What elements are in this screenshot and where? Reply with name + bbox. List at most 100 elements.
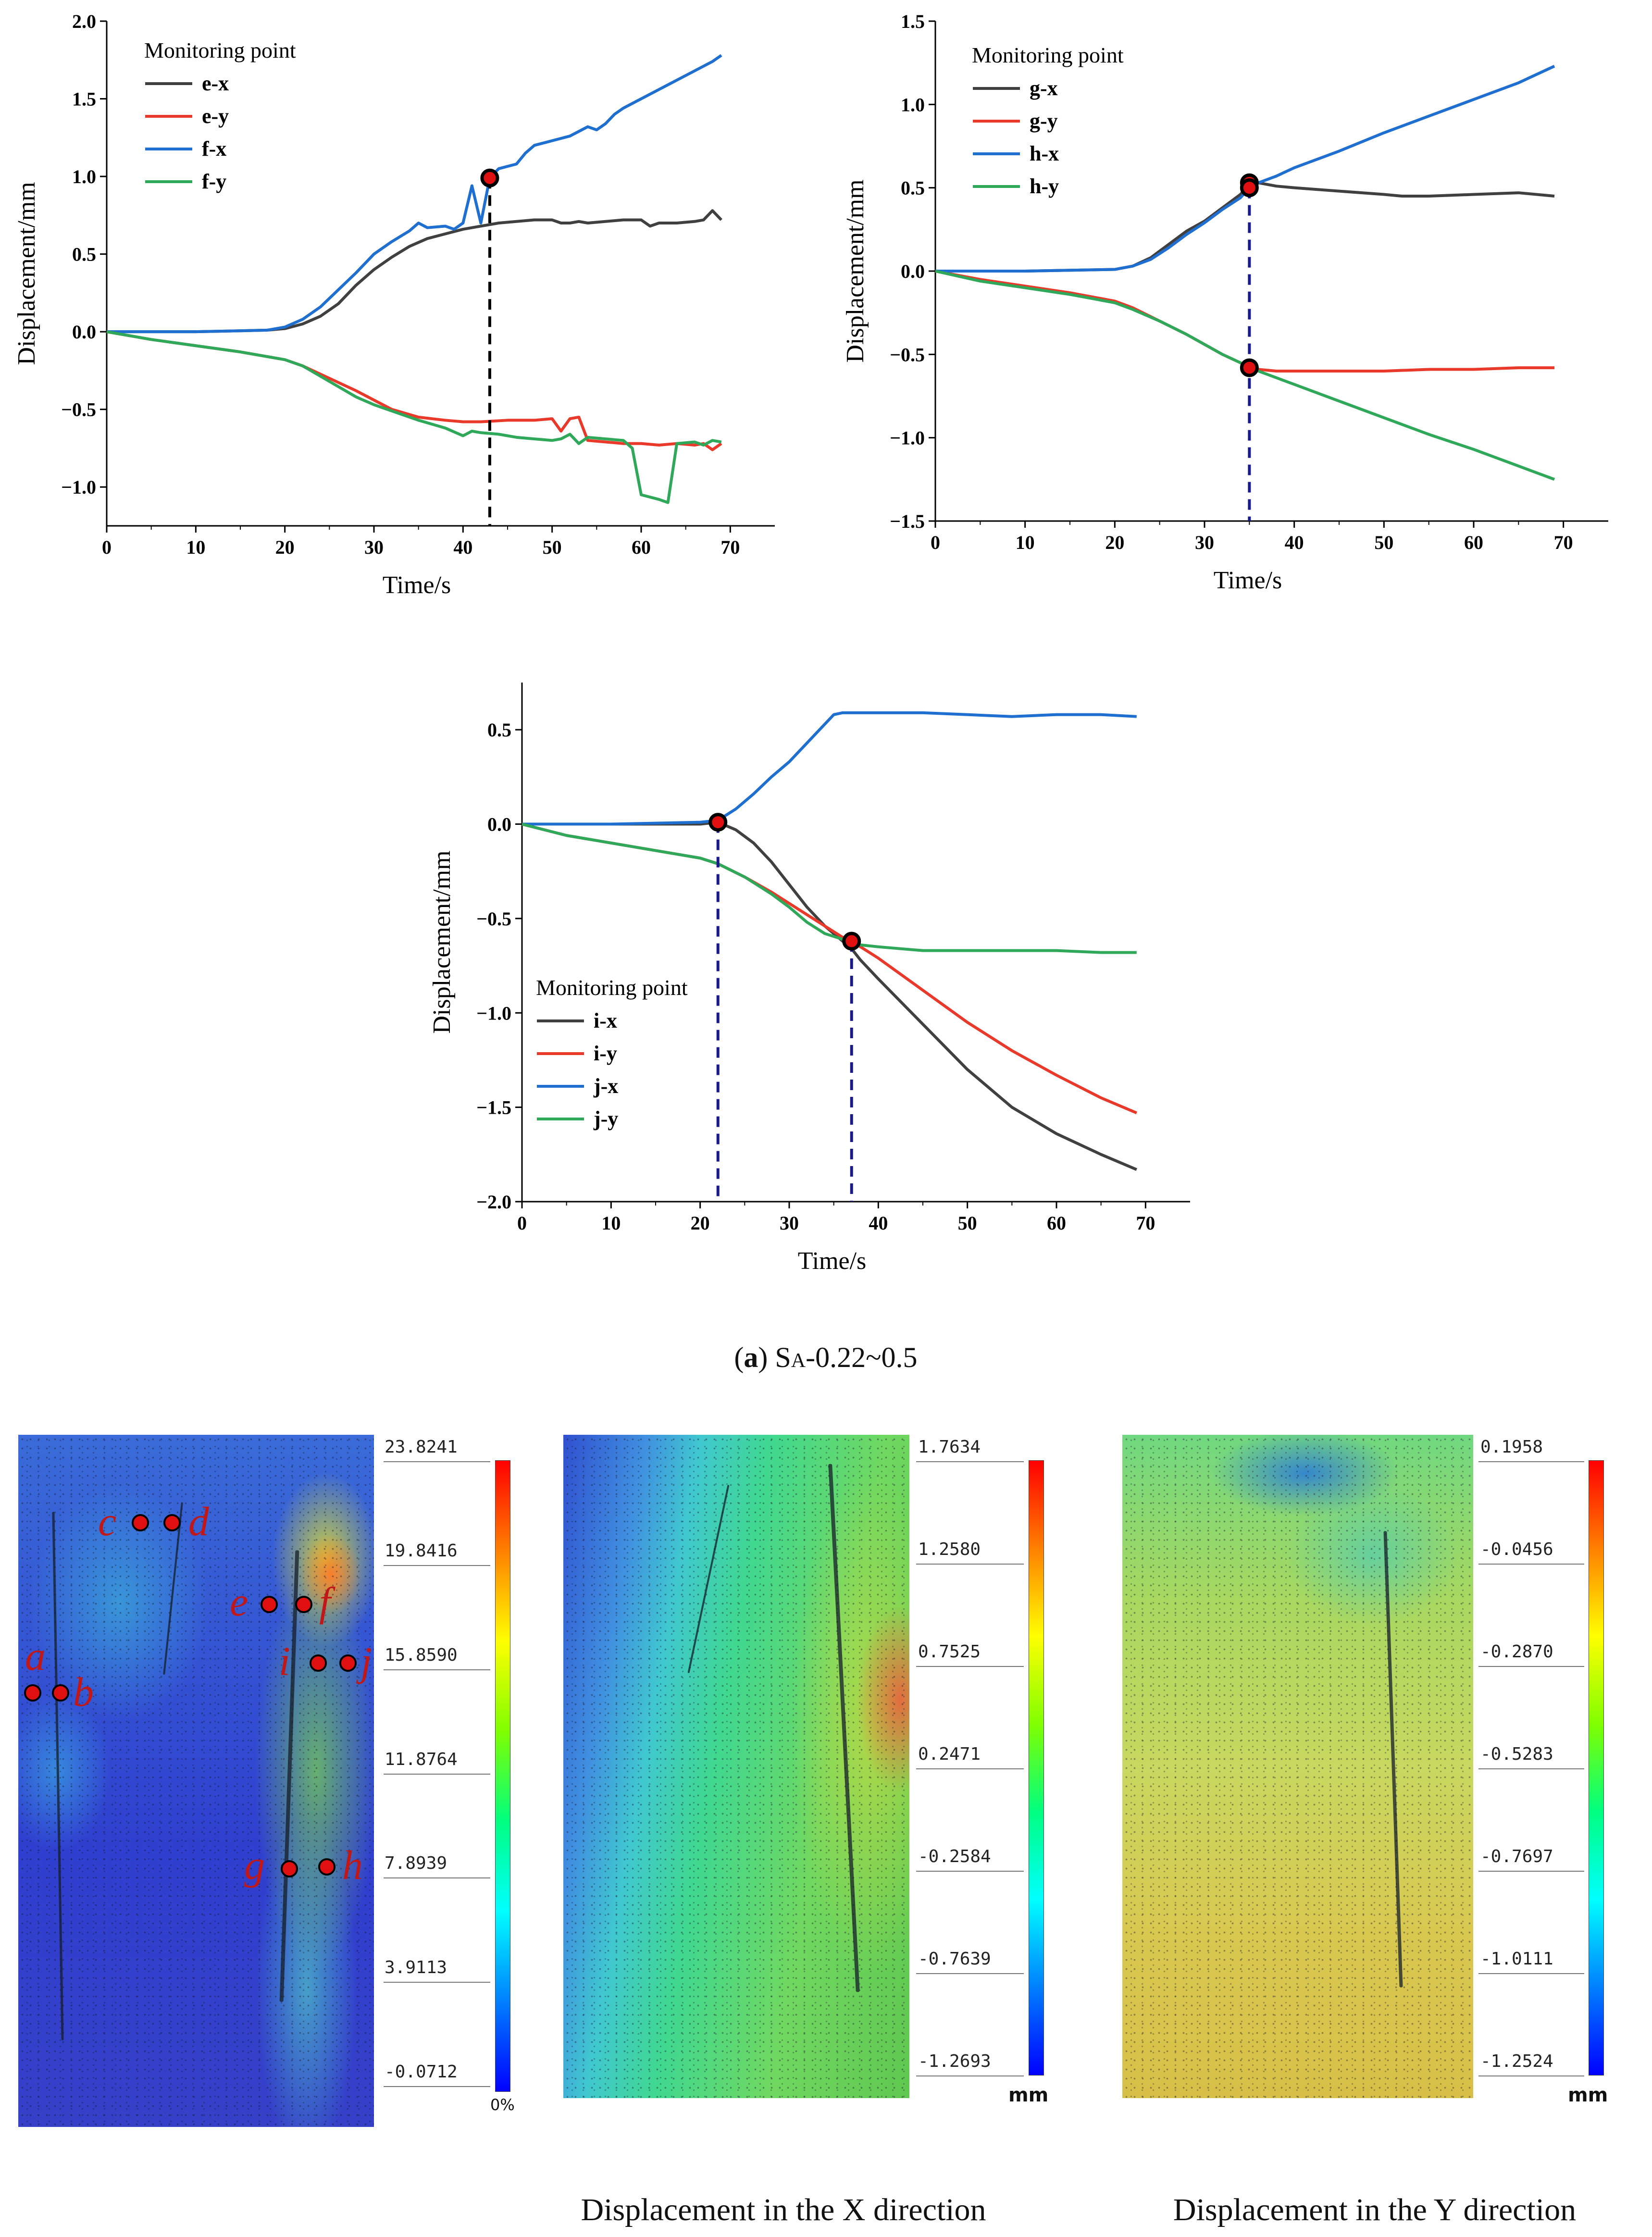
dx-tick: 1.2580 bbox=[918, 1540, 981, 1559]
series-g-y-line bbox=[935, 270, 1554, 373]
y-tick-label: 0.0 bbox=[487, 814, 511, 835]
y-tick-label: −0.5 bbox=[890, 344, 925, 365]
x-tick-label: 30 bbox=[780, 1212, 799, 1234]
legend-label-e-y: e-y bbox=[202, 104, 229, 128]
event-point-marker bbox=[1240, 178, 1259, 198]
x-tick-label: 10 bbox=[186, 536, 205, 558]
dx-tick: -1.2693 bbox=[918, 2051, 991, 2071]
series-j-y-line bbox=[522, 822, 1137, 954]
label-j: j bbox=[360, 1638, 372, 1684]
series-i-y-line bbox=[522, 822, 1137, 1115]
chart-g-h: 0 10 20 30 40 50 60 70 1.5 1.0 0.5 0.0 −0.5 −1.0 −1.5 T… bbox=[842, 11, 1608, 594]
dx-tick: -0.2584 bbox=[918, 1847, 991, 1866]
x-tick-label: 70 bbox=[720, 536, 740, 558]
dx-tick: -0.7639 bbox=[918, 1949, 991, 1969]
y-axis-label: Displacement/mm bbox=[842, 179, 869, 362]
point-b-marker bbox=[52, 1684, 69, 1702]
dy-tick: -0.7697 bbox=[1480, 1847, 1553, 1866]
dy-tick: -0.2870 bbox=[1480, 1642, 1553, 1662]
series-g-x-line bbox=[935, 181, 1555, 273]
legend-label-j-y: j-y bbox=[593, 1107, 618, 1131]
y-axis-label: Displacement/mm bbox=[428, 850, 456, 1033]
legend-label-g-y: g-y bbox=[1030, 109, 1058, 133]
y-tick-label: −0.5 bbox=[61, 399, 96, 421]
point-i-marker bbox=[310, 1654, 327, 1672]
event-point-marker bbox=[842, 932, 861, 951]
point-e-marker bbox=[261, 1596, 278, 1613]
series-e-y-line bbox=[106, 330, 722, 451]
point-c-marker bbox=[132, 1514, 149, 1531]
x-tick-label: 0 bbox=[517, 1212, 527, 1234]
point-f-marker bbox=[295, 1596, 312, 1613]
x-tick-label: 40 bbox=[453, 536, 472, 558]
chart-e-f: 0 10 20 30 40 50 60 70 2.0 1.5 1.0 0.5 0.0 −0.5 −1.0 Ti… bbox=[13, 11, 775, 599]
x-tick-label: 0 bbox=[102, 536, 112, 558]
label-c: c bbox=[98, 1498, 117, 1544]
dy-tick: -1.0111 bbox=[1480, 1949, 1553, 1969]
legend-title: Monitoring point bbox=[536, 975, 688, 1000]
displacement-x-image bbox=[563, 1435, 909, 2098]
label-h: h bbox=[342, 1842, 363, 1888]
x-tick-label: 50 bbox=[543, 536, 562, 558]
legend-title: Monitoring point bbox=[972, 43, 1124, 67]
x-axis-label: Time/s bbox=[798, 1247, 867, 1275]
event-point-marker bbox=[480, 168, 499, 187]
dy-tick: 0.1958 bbox=[1480, 1437, 1543, 1457]
series-f-y-line bbox=[106, 330, 722, 504]
x-tick-label: 70 bbox=[1554, 532, 1573, 553]
y-tick-label: −2.0 bbox=[476, 1191, 511, 1213]
legend-label-e-x: e-x bbox=[202, 72, 229, 95]
label-i: i bbox=[279, 1638, 290, 1684]
y-tick-label: 1.5 bbox=[72, 88, 96, 110]
x-axis-label: Time/s bbox=[1214, 567, 1282, 594]
legend-label-f-y: f-y bbox=[202, 170, 226, 193]
x-tick-label: 50 bbox=[958, 1212, 977, 1234]
y-tick-label: −1.5 bbox=[476, 1097, 511, 1118]
x-tick-label: 10 bbox=[1016, 532, 1035, 553]
x-tick-label: 30 bbox=[1195, 532, 1214, 553]
strain-tick: 3.9113 bbox=[385, 1958, 447, 1977]
y-tick-label: 2.0 bbox=[72, 11, 96, 32]
y-tick-label: −1.0 bbox=[890, 427, 925, 449]
strain-unit: 0% bbox=[490, 2096, 515, 2114]
dy-tick: -0.5283 bbox=[1480, 1744, 1553, 1764]
y-axis-label: Displacement/mm bbox=[13, 182, 40, 365]
displacement-y-colorbar bbox=[1589, 1460, 1604, 2075]
x-tick-label: 60 bbox=[632, 536, 651, 558]
label-b: b bbox=[73, 1669, 94, 1715]
dx-tick: 0.7525 bbox=[918, 1642, 981, 1662]
displacement-y-unit: mm bbox=[1568, 2084, 1608, 2106]
strain-contour-image bbox=[18, 1435, 374, 2127]
legend-title: Monitoring point bbox=[144, 38, 296, 62]
x-tick-label: 60 bbox=[1047, 1212, 1066, 1234]
label-a: a bbox=[25, 1633, 46, 1679]
legend-label-i-y: i-y bbox=[594, 1042, 617, 1065]
y-tick-label: 1.0 bbox=[72, 166, 96, 187]
figure-caption-a: (a) SA-0.22~0.5 bbox=[734, 1342, 918, 1373]
x-tick-label: 70 bbox=[1136, 1212, 1155, 1234]
strain-tick: -0.0712 bbox=[385, 2062, 458, 2082]
point-d-marker bbox=[163, 1514, 181, 1531]
dx-tick: 1.7634 bbox=[918, 1437, 981, 1457]
y-tick-label: 1.0 bbox=[901, 94, 925, 115]
point-j-marker bbox=[339, 1654, 357, 1672]
legend-label-i-x: i-x bbox=[594, 1009, 617, 1032]
x-tick-label: 20 bbox=[275, 536, 295, 558]
y-tick-label: 0.0 bbox=[72, 321, 96, 343]
strain-tick: 15.8590 bbox=[385, 1645, 458, 1665]
event-point-marker bbox=[1240, 358, 1259, 377]
strain-tick: 23.8241 bbox=[385, 1437, 458, 1457]
x-tick-label: 10 bbox=[601, 1212, 621, 1234]
label-f: f bbox=[319, 1578, 331, 1625]
label-g: g bbox=[244, 1842, 265, 1888]
legend-label-j-x: j-x bbox=[593, 1074, 618, 1098]
dy-tick: -0.0456 bbox=[1480, 1540, 1553, 1559]
y-tick-label: −0.5 bbox=[476, 908, 511, 930]
point-a-marker bbox=[24, 1684, 41, 1702]
y-tick-label: 0.0 bbox=[901, 261, 925, 282]
legend-label-f-x: f-x bbox=[202, 137, 226, 161]
point-g-marker bbox=[281, 1860, 298, 1877]
displacement-y-caption: Displacement in the Y direction bbox=[1173, 2192, 1577, 2227]
y-tick-label: −1.5 bbox=[890, 510, 925, 532]
y-tick-label: −1.0 bbox=[476, 1002, 511, 1024]
